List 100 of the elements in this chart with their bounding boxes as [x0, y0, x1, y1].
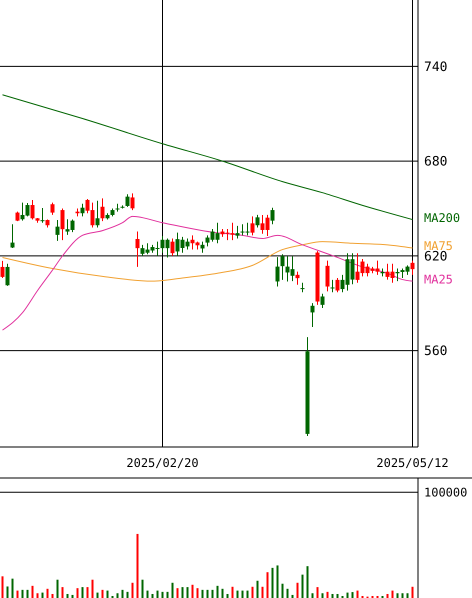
candlestick	[330, 279, 334, 293]
bar	[152, 594, 154, 598]
candlestick	[56, 220, 60, 242]
candlestick	[250, 216, 254, 236]
candlestick	[276, 256, 280, 288]
bar	[402, 593, 404, 598]
candlestick	[280, 254, 284, 280]
candlestick	[50, 202, 54, 216]
candlestick	[236, 225, 240, 240]
candlestick	[170, 238, 174, 256]
bar	[282, 584, 284, 598]
bar	[122, 590, 124, 598]
bar	[82, 587, 84, 598]
bar	[56, 580, 58, 598]
bar	[352, 592, 354, 598]
bar	[12, 578, 14, 598]
bar	[172, 582, 174, 598]
candlestick	[10, 224, 14, 248]
bar	[412, 586, 414, 598]
candlestick	[200, 241, 204, 254]
bar	[236, 590, 238, 598]
bar	[162, 592, 164, 598]
bar	[142, 580, 144, 598]
candlestick	[60, 208, 64, 241]
bar	[406, 593, 408, 598]
bar	[126, 592, 128, 598]
bar	[216, 586, 218, 598]
bar	[272, 568, 274, 598]
candlestick	[270, 207, 274, 225]
bar	[306, 566, 308, 598]
bar	[32, 586, 34, 598]
bar	[316, 587, 318, 598]
y-tick-label: 560	[424, 344, 448, 360]
x-tick-label: 2025/02/20	[126, 456, 199, 470]
bar	[332, 594, 334, 598]
bar	[276, 565, 278, 598]
candlestick	[336, 277, 340, 293]
candlestick	[310, 302, 314, 328]
y-tick-label: 740	[424, 60, 448, 75]
bar	[396, 593, 398, 598]
bar	[22, 590, 24, 598]
bar	[182, 587, 184, 598]
bar	[2, 576, 4, 598]
bar	[326, 592, 328, 598]
candlestick	[6, 263, 10, 286]
bar	[192, 584, 194, 598]
bar	[96, 592, 98, 598]
bar	[136, 534, 138, 598]
bar	[66, 594, 68, 598]
bar	[116, 593, 118, 598]
bar	[292, 594, 294, 598]
candlestick	[256, 214, 260, 228]
bar	[52, 594, 54, 598]
bar	[46, 588, 48, 598]
bar	[62, 587, 64, 598]
series-label: MA200	[424, 210, 460, 225]
candlestick	[100, 198, 104, 222]
bar	[212, 590, 214, 598]
bar	[226, 594, 228, 598]
bar	[252, 586, 254, 598]
bar	[16, 590, 18, 598]
bar	[42, 592, 44, 598]
x-tick-label: 2025/05/12	[376, 456, 449, 470]
bar	[72, 594, 74, 598]
line-series	[2, 94, 413, 220]
bar	[196, 588, 198, 598]
bar	[6, 586, 8, 598]
bar	[36, 593, 38, 598]
bar	[356, 590, 358, 598]
bar	[286, 588, 288, 598]
bar	[202, 590, 204, 598]
bar	[102, 590, 104, 598]
candlestick	[40, 208, 44, 224]
bar	[386, 594, 388, 598]
bar	[176, 588, 178, 598]
bar	[392, 590, 394, 598]
bar	[262, 586, 264, 598]
bar	[92, 580, 94, 598]
candlestick	[16, 211, 20, 222]
candlestick	[326, 260, 330, 292]
bar	[76, 588, 78, 598]
y-tick-label: 680	[424, 154, 448, 170]
candlestick	[30, 199, 34, 220]
candlestick	[396, 268, 400, 282]
bar	[26, 590, 28, 598]
candlestick	[410, 260, 414, 276]
candlestick	[126, 194, 130, 208]
bar	[256, 580, 258, 598]
bar	[86, 587, 88, 598]
bar	[132, 582, 134, 598]
line-series	[2, 216, 413, 331]
candlestick	[320, 293, 324, 309]
bar	[346, 592, 348, 598]
bar	[146, 590, 148, 598]
candlestick	[296, 271, 300, 286]
candlestick	[300, 282, 304, 293]
y-tick-label: 100000	[424, 485, 468, 500]
candlestick	[96, 200, 100, 228]
bar	[222, 588, 224, 598]
bar	[266, 572, 268, 598]
